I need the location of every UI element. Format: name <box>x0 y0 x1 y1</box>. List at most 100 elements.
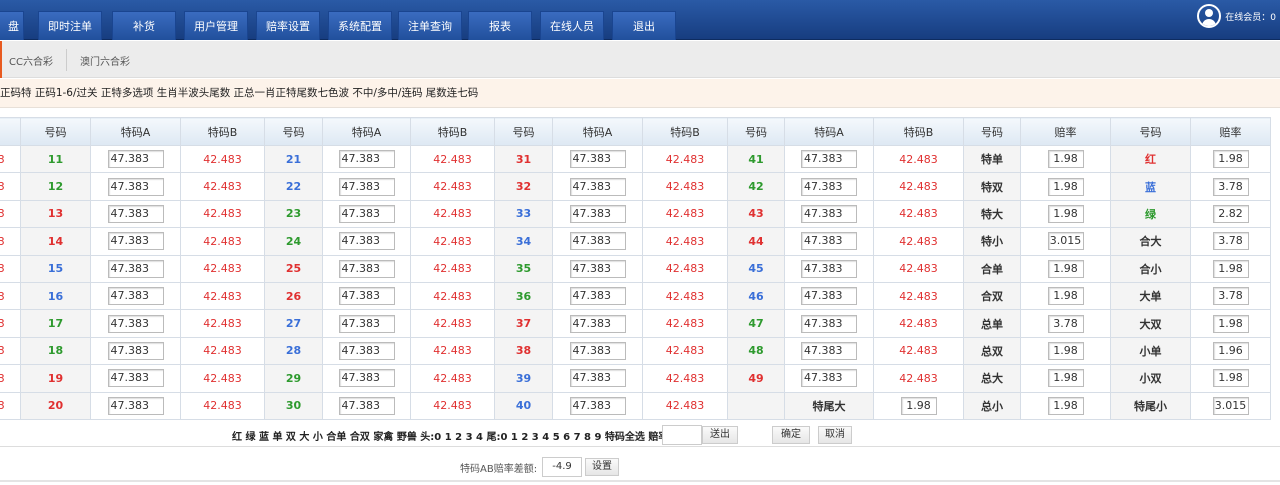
nav-item[interactable]: 退出 <box>612 11 676 40</box>
odds-a-input[interactable]: 47.383 <box>338 259 395 278</box>
ball-number: 44 <box>727 227 785 256</box>
bet-odds-input[interactable]: 1.98 <box>1212 314 1249 333</box>
odds-a-input[interactable]: 47.383 <box>569 396 626 415</box>
tab-cc[interactable]: CC六合彩 <box>9 57 53 68</box>
bet-odds-input[interactable]: 3.78 <box>1212 287 1249 306</box>
bet-type: 红 <box>1110 144 1191 174</box>
ball-number: 48 <box>727 336 785 366</box>
odds-a-input[interactable]: 47.383 <box>801 150 857 169</box>
odds-a-input[interactable]: 47.383 <box>569 287 626 306</box>
odds-a-input-cell: 47.383 <box>784 364 874 393</box>
odds-a-input[interactable]: 47.383 <box>801 204 857 223</box>
odds-a-input[interactable]: 47.383 <box>801 177 857 196</box>
odds-a-input[interactable]: 47.383 <box>338 396 395 415</box>
ball-number: 29 <box>264 364 323 393</box>
odds-a-input[interactable]: 47.383 <box>107 396 164 415</box>
odds-a-input[interactable]: 47.383 <box>338 232 395 251</box>
odds-a-input[interactable]: 47.383 <box>338 314 395 333</box>
bet-odds-input[interactable]: 1.98 <box>1047 396 1084 415</box>
user-avatar-icon <box>1197 4 1222 28</box>
odds-a-input[interactable]: 47.383 <box>569 369 626 388</box>
extra-odds-input[interactable]: 1.98 <box>900 396 937 415</box>
bet-odds-input[interactable]: 1.98 <box>1047 369 1084 388</box>
odds-a-input[interactable]: 47.383 <box>801 259 857 278</box>
nav-item[interactable]: 盘 <box>0 11 24 40</box>
ball-number: 19 <box>20 364 91 393</box>
odds-a-input-cell: 47.383 <box>322 336 411 366</box>
odds-a-input[interactable]: 47.383 <box>569 177 626 196</box>
nav-item[interactable]: 报表 <box>468 11 532 40</box>
odds-a-input[interactable]: 47.383 <box>107 341 164 360</box>
odds-a-input[interactable]: 47.383 <box>107 369 164 388</box>
bet-odds-input[interactable]: 3.015 <box>1047 232 1084 251</box>
nav-item[interactable]: 赔率设置 <box>256 11 320 40</box>
nav-item[interactable]: 注单查询 <box>398 11 462 40</box>
odds-a-input-cell: 47.383 <box>90 391 181 420</box>
nav-item[interactable]: 系统配置 <box>328 11 392 40</box>
bet-odds-input[interactable]: 1.98 <box>1212 150 1249 169</box>
tab-macau[interactable]: 澳门六合彩 <box>80 57 130 68</box>
bet-odds-input[interactable]: 3.78 <box>1212 232 1249 251</box>
bet-odds-input[interactable]: 1.98 <box>1047 259 1084 278</box>
bet-odds-input[interactable]: 3.015 <box>1212 396 1249 415</box>
bet-odds-input-cell: 1.98 <box>1020 254 1111 283</box>
cancel-button[interactable]: 取消 <box>818 426 852 444</box>
ab-diff-input[interactable]: -4.9 <box>542 457 582 477</box>
nav-item[interactable]: 即时注单 <box>38 11 102 40</box>
bet-odds-input[interactable]: 1.98 <box>1047 150 1084 169</box>
odds-a-input[interactable]: 47.383 <box>801 314 857 333</box>
odds-a-input[interactable]: 47.383 <box>801 341 857 360</box>
odds-a-input[interactable]: 47.383 <box>107 287 164 306</box>
odds-a-input[interactable]: 47.383 <box>107 177 164 196</box>
odds-a-input[interactable]: 47.383 <box>338 150 395 169</box>
odds-grid: 特码B号码特码A特码B号码特码A特码B号码特码A特码B号码特码A特码B号码赔率号… <box>0 117 1271 420</box>
set-button[interactable]: 设置 <box>585 458 619 476</box>
bet-odds-input[interactable]: 1.98 <box>1047 287 1084 306</box>
odds-a-input[interactable]: 47.383 <box>338 341 395 360</box>
column-header: 特码B <box>180 117 265 146</box>
bet-odds-input[interactable]: 1.98 <box>1047 177 1084 196</box>
bet-odds-input[interactable]: 2.82 <box>1212 204 1249 223</box>
bet-odds-input[interactable]: 1.98 <box>1212 259 1249 278</box>
bet-odds-input-cell: 1.98 <box>1020 281 1111 311</box>
odds-b: 42.483 <box>0 172 21 201</box>
odds-a-input[interactable]: 47.383 <box>107 150 164 169</box>
odds-a-input[interactable]: 47.383 <box>107 259 164 278</box>
bet-odds-input-cell: 2.82 <box>1190 199 1271 229</box>
odds-a-input[interactable]: 47.383 <box>107 314 164 333</box>
bet-odds-input-cell: 1.98 <box>1190 309 1271 338</box>
bet-odds-input[interactable]: 3.78 <box>1212 177 1249 196</box>
odds-a-input[interactable]: 47.383 <box>338 287 395 306</box>
odds-a-input[interactable]: 47.383 <box>801 287 857 306</box>
bet-odds-input[interactable]: 1.98 <box>1212 369 1249 388</box>
nav-item[interactable]: 在线人员 <box>540 11 604 40</box>
odds-a-input[interactable]: 47.383 <box>107 204 164 223</box>
odds-a-input[interactable]: 47.383 <box>801 369 857 388</box>
odds-b: 42.483 <box>873 364 964 393</box>
confirm-button[interactable]: 确定 <box>772 426 810 444</box>
bet-odds-input[interactable]: 1.98 <box>1047 341 1084 360</box>
nav-item[interactable]: 补货 <box>112 11 176 40</box>
odds-a-input[interactable]: 47.383 <box>338 369 395 388</box>
bet-odds-input-cell: 1.98 <box>1190 364 1271 393</box>
odds-a-input[interactable]: 47.383 <box>338 177 395 196</box>
quick-select-options[interactable]: 红 绿 蓝 单 双 大 小 合单 合双 家禽 野兽 头:0 1 2 3 4 尾:… <box>232 432 673 443</box>
odds-a-input[interactable]: 47.383 <box>569 314 626 333</box>
odds-a-input[interactable]: 47.383 <box>569 204 626 223</box>
odds-a-input[interactable]: 47.383 <box>338 204 395 223</box>
odds-a-input[interactable]: 47.383 <box>569 232 626 251</box>
bet-odds-input-cell: 1.98 <box>1020 172 1111 201</box>
ball-number: 17 <box>20 309 91 338</box>
odds-a-input[interactable]: 47.383 <box>107 232 164 251</box>
bet-odds-input[interactable]: 1.98 <box>1047 204 1084 223</box>
send-button[interactable]: 送出 <box>702 426 738 444</box>
bet-odds-input[interactable]: 3.78 <box>1047 314 1084 333</box>
odds-a-input[interactable]: 47.383 <box>569 259 626 278</box>
odds-a-input[interactable]: 47.383 <box>569 341 626 360</box>
odds-a-input[interactable]: 47.383 <box>801 232 857 251</box>
bet-odds-input[interactable]: 1.96 <box>1212 341 1249 360</box>
odds-a-input[interactable]: 47.383 <box>569 150 626 169</box>
category-links[interactable]: 正码特 正码1-6/过关 正特多选项 生肖半波头尾数 正总一肖正特尾数七色波 不… <box>0 79 1280 108</box>
nav-item[interactable]: 用户管理 <box>184 11 248 40</box>
quick-odds-input[interactable] <box>662 425 702 445</box>
